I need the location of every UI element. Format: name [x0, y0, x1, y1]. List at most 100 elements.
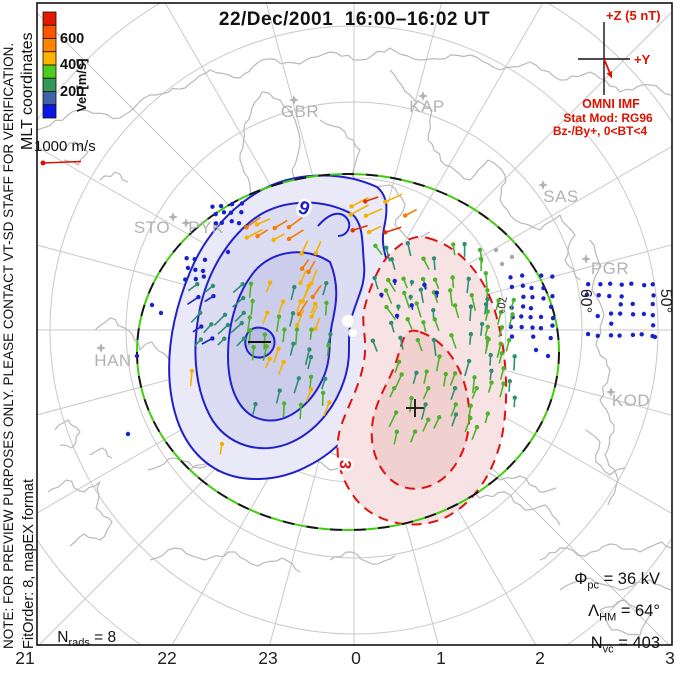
potential-maximum-marker — [406, 399, 424, 417]
radar-site-marker-icon — [96, 343, 106, 353]
latitude-label: 60° — [577, 289, 594, 313]
coastline-path — [585, 429, 626, 476]
mlt-axis-labels: 21 22 23 0 1 2 3 — [15, 648, 675, 668]
radar-site-marker-icon — [581, 254, 591, 264]
mlt-hour-label: 0 — [351, 648, 361, 668]
vector-cluster — [388, 354, 480, 445]
imf-vector-arrow-shaft — [603, 58, 611, 73]
colorbar-tick-label: 200 — [60, 83, 85, 100]
colorbar-tick-label: 600 — [60, 30, 85, 47]
potential-contours — [168, 174, 508, 526]
vector-cluster — [246, 280, 333, 420]
coastline-path — [99, 171, 129, 183]
vector-cluster — [244, 216, 304, 243]
coastline-path — [599, 599, 651, 636]
colorbar-tick-label: 400 — [60, 57, 85, 73]
colorbar-segment — [42, 77, 57, 92]
radar-site-marker-icon — [538, 180, 548, 190]
vector-cluster — [379, 278, 440, 320]
vector-cluster — [189, 368, 225, 455]
mlt-hour-label: 21 — [15, 648, 34, 668]
coastline-path — [47, 479, 113, 547]
radar-site-marker-icon — [181, 218, 191, 228]
mlt-hour-label: 2 — [535, 648, 545, 668]
latitude-label: 70° — [494, 295, 509, 313]
reference-vector-label: 1000 m/s — [34, 138, 96, 155]
summary-stats: Φpc = 36 kV ΛHM = 64° Nvc = 403 — [490, 0, 660, 674]
radar-station-label: PGR — [591, 259, 629, 278]
plot-frame — [36, 2, 673, 646]
cross-polar-cap-potential-stat: Φpc = 36 kV — [574, 570, 660, 592]
colorbar-segment — [42, 64, 57, 79]
radar-station-label: KAP — [409, 97, 445, 116]
imf-vector-arrow-head — [606, 71, 613, 79]
vector-cluster — [210, 201, 245, 226]
radar-site-marker-icon — [606, 387, 616, 397]
vector-cluster — [508, 273, 556, 341]
radar-station-label: PYK — [188, 218, 224, 237]
radar-station-label: KOD — [612, 391, 650, 410]
mlt-coordinates-label: MLT coordinates — [19, 32, 36, 150]
radar-site-marker-icon — [418, 91, 428, 101]
coastline-path — [329, 551, 396, 565]
vector-cluster — [348, 193, 418, 235]
coastline-path — [389, 69, 581, 281]
preview-note: NOTE: FOR PREVIEW PURPOSES ONLY. PLEASE … — [1, 42, 16, 649]
coastline-path — [89, 447, 113, 459]
radar-site-marker-icon — [168, 212, 178, 222]
pole-dot-small — [348, 328, 358, 338]
potential-extrema-markers — [248, 314, 424, 417]
vector-cluster — [125, 249, 658, 437]
reference-vector — [40, 160, 82, 166]
velocity-colorbar — [42, 11, 57, 119]
imf-y-axis-label: +Y — [634, 52, 651, 67]
plot-title: 22/Dec/2001 16:00–16:02 UT — [218, 9, 491, 30]
radar-station-label: STO — [134, 218, 170, 237]
coastline-path — [559, 577, 672, 591]
imf-z-axis-label: +Z (5 nT) — [606, 8, 661, 23]
hm-boundary-latitude-stat: ΛHM = 64° — [588, 602, 660, 624]
hm-boundary — [136, 173, 560, 531]
vector-cluster — [493, 247, 515, 267]
mlt-hour-label: 23 — [258, 648, 277, 668]
coastline-path — [539, 541, 672, 561]
negative-cell-contour-hook — [317, 212, 351, 237]
mlt-hour-label: 22 — [157, 648, 176, 668]
fit-order-note: FitOrder: 8, mapEX format — [21, 478, 37, 649]
vector-cluster — [183, 256, 208, 282]
imf-clock-dial — [578, 22, 630, 95]
negative-cell-contour-level3 — [226, 251, 338, 422]
contour-value-label: 3 — [336, 459, 354, 469]
coastline-path — [589, 239, 619, 506]
latitude-label: 50° — [657, 289, 674, 313]
coastline-path — [149, 547, 301, 573]
pole-dot-large — [341, 314, 355, 328]
colorbar-segment — [42, 104, 57, 119]
n-radars-value: 8 — [107, 629, 117, 646]
vector-cluster — [186, 281, 247, 347]
radar-station-label: SAS — [543, 187, 579, 206]
n-vectors-stat: Nvc = 403 — [590, 634, 660, 656]
radar-station-label: HAN — [94, 351, 131, 370]
vector-cluster — [484, 296, 517, 424]
imf-model-label: Stat Mod: RG96 — [563, 111, 653, 125]
vector-cluster — [584, 281, 656, 339]
imf-source-label: OMNI IMF — [582, 97, 640, 111]
colorbar-segment — [42, 38, 57, 53]
hm-boundary-green-dashes — [136, 173, 560, 531]
velocity-vectors — [125, 193, 658, 455]
n-radars-symbol: N — [57, 629, 69, 646]
mlt-hour-label: 3 — [665, 648, 675, 668]
coastline-path — [54, 419, 81, 449]
n-vectors-value: 403 — [632, 634, 660, 652]
coastline-path — [37, 47, 672, 131]
colorbar-segment — [42, 51, 57, 66]
lambda-hm-value: 64° — [635, 602, 660, 620]
colorbar-segment — [42, 91, 57, 106]
mlt-hour-label: 1 — [436, 648, 446, 668]
vector-cluster — [370, 241, 490, 356]
radar-site-marker-icon — [289, 95, 299, 105]
n-radars-stat: Nrads = 8 — [57, 629, 117, 650]
